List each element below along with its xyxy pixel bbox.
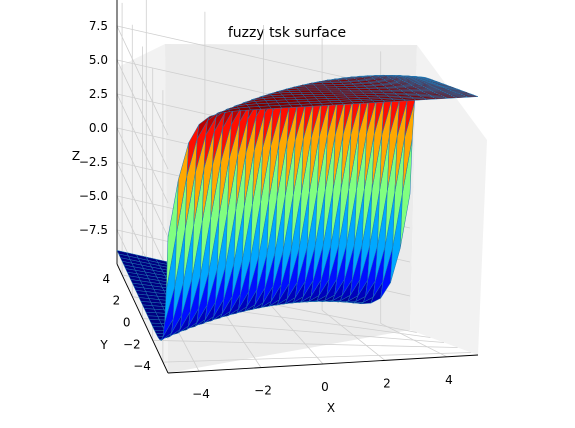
y-tick-label: 0	[123, 316, 131, 330]
grid-line	[152, 339, 458, 348]
chart-title: fuzzy tsk surface	[228, 25, 346, 41]
y-axis-label: Y	[99, 338, 108, 352]
y-axis-line	[116, 263, 169, 374]
surface-patch	[465, 95, 479, 98]
y-tick-label: 4	[102, 272, 110, 286]
x-tick-label: 0	[321, 380, 329, 394]
z-tick-label: 7.5	[89, 19, 108, 33]
x-tick-label: 2	[383, 376, 391, 390]
y-tick-label: 2	[113, 294, 121, 308]
x-tick-label: −4	[192, 387, 210, 401]
x-tick-label: 4	[445, 373, 453, 387]
grid-line	[162, 352, 472, 363]
z-axis-label: Z	[72, 149, 80, 163]
x-axis-line	[167, 354, 479, 374]
z-tick-label: 2.5	[89, 87, 108, 101]
z-tick-label: 0.0	[89, 121, 108, 135]
z-tick-label: −2.5	[79, 155, 108, 169]
y-tick-label: −4	[133, 359, 151, 373]
axis-lines	[116, 0, 479, 374]
surface-mesh	[116, 74, 479, 341]
z-tick-label: −7.5	[79, 223, 108, 237]
right-pane	[410, 45, 487, 355]
y-tick-label: −2	[123, 337, 141, 351]
z-tick-label: −5.0	[79, 189, 108, 203]
z-tick-label: 5.0	[89, 53, 108, 67]
x-tick-label: −2	[254, 384, 272, 398]
x-axis-label: X	[327, 401, 335, 415]
